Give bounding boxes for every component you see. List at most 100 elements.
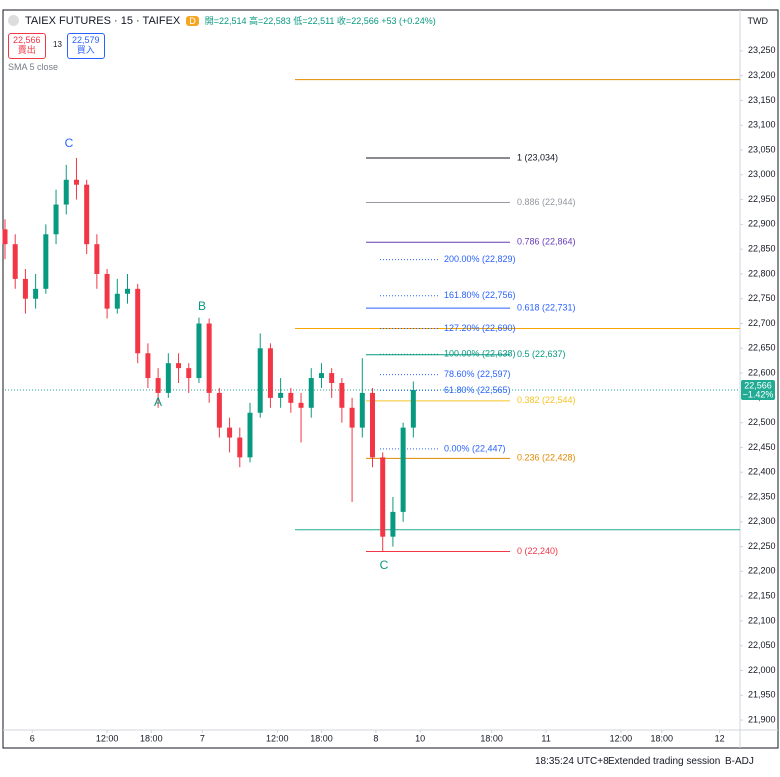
x-tick-label: 18:00: [650, 733, 673, 743]
y-tick-label: 22,400: [748, 467, 776, 477]
fib-retracement-label: 0.236 (22,428): [517, 453, 576, 463]
candle-body: [84, 184, 90, 245]
candle-body: [298, 402, 304, 408]
fib-extension-label: 200.00% (22,829): [444, 254, 516, 264]
candle-body: [63, 179, 69, 205]
fib-retracement-label: 0 (22,240): [517, 546, 558, 556]
candle-body: [390, 511, 396, 537]
y-tick-label: 22,650: [748, 343, 776, 353]
candle-body: [165, 363, 171, 393]
candle-body: [73, 179, 79, 185]
price-tag-value: 22,566: [744, 380, 772, 390]
candle-body: [308, 378, 314, 408]
symbol[interactable]: TAIEX FUTURES · 15 · TAIFEX: [25, 14, 181, 27]
buy-button[interactable]: 22,579 買入: [67, 33, 105, 59]
x-tick-label: 10: [415, 733, 425, 743]
y-tick-label: 22,850: [748, 244, 776, 254]
x-tick-label: 8: [373, 733, 378, 743]
candle-body: [206, 323, 212, 393]
y-tick-label: 22,750: [748, 293, 776, 303]
ohlc: 開=22,514 高=22,583 低=22,511 收=22,566 +53 …: [204, 16, 436, 26]
indicator[interactable]: SMA 5 close: [8, 62, 59, 72]
y-tick-label: 23,050: [748, 144, 776, 154]
candle-body: [257, 348, 263, 413]
y-tick-label: 21,950: [748, 690, 776, 700]
symbol-header: TAIEX FUTURES · 15 · TAIFEX D 開=22,514 高…: [8, 14, 436, 27]
y-tick-label: 22,500: [748, 417, 776, 427]
price-tag-change: −1.42%: [743, 389, 774, 399]
y-tick-label: 22,700: [748, 318, 776, 328]
y-tick-label: 22,150: [748, 591, 776, 601]
candle-body: [94, 244, 100, 274]
y-tick-label: 22,900: [748, 219, 776, 229]
session[interactable]: Extended trading session: [608, 756, 721, 767]
candle-body: [318, 373, 324, 379]
spread: 13: [53, 40, 62, 49]
candle-body: [125, 288, 130, 294]
x-tick-label: 7: [200, 733, 205, 743]
x-tick-label: 18:00: [140, 733, 163, 743]
y-tick-label: 22,600: [748, 367, 776, 377]
candle-body: [278, 392, 284, 398]
fib-extension-label: 161.80% (22,756): [444, 290, 516, 300]
price-tag: [741, 379, 775, 400]
candle-body: [33, 288, 39, 299]
y-tick-label: 22,100: [748, 615, 776, 625]
y-tick-label: 23,200: [748, 70, 776, 80]
y-tick-label: 23,000: [748, 169, 776, 179]
candle-body: [247, 412, 253, 458]
y-tick-label: 22,250: [748, 541, 776, 551]
fib-retracement-label: 0.5 (22,637): [517, 349, 566, 359]
candle-body: [410, 389, 416, 428]
wave-label: B: [198, 299, 206, 313]
frame: [2, 9, 779, 749]
candle-body: [135, 288, 141, 354]
x-tick-label: 12: [715, 733, 725, 743]
clock: 18:35:24 UTC+8: [535, 756, 609, 767]
buy-price: 22,579: [72, 35, 100, 45]
candle-body: [349, 407, 355, 428]
symbol-icon: [8, 15, 19, 26]
x-tick-label: 18:00: [310, 733, 333, 743]
y-tick-label: 22,300: [748, 516, 776, 526]
x-tick-label: 12:00: [96, 733, 119, 743]
candle-body: [104, 273, 110, 309]
y-tick-label: 23,250: [748, 45, 776, 55]
y-tick-label: 22,050: [748, 640, 776, 650]
candle-body: [370, 392, 375, 458]
x-tick-label: 18:00: [480, 733, 503, 743]
candle-body: [380, 457, 386, 537]
y-tick-label: 22,200: [748, 566, 776, 576]
candle-body: [186, 368, 192, 379]
fib-extension-label: 78.60% (22,597): [444, 369, 511, 379]
fib-extension-label: 0.00% (22,447): [444, 443, 506, 453]
y-tick-label: 22,000: [748, 665, 776, 675]
candle-body: [227, 427, 233, 438]
candle-body: [12, 244, 18, 279]
sell-price: 22,566: [13, 35, 41, 45]
candle-body: [114, 293, 120, 309]
fib-retracement-label: 0.886 (22,944): [517, 197, 576, 207]
candle-body: [400, 427, 406, 512]
fib-extension-label: 100.00% (22,638): [444, 349, 516, 359]
fib-retracement-label: 1 (23,034): [517, 152, 558, 162]
candle-body: [288, 392, 294, 403]
y-tick-label: 22,450: [748, 442, 776, 452]
candle-body: [196, 323, 202, 379]
fib-extension-label: 127.20% (22,690): [444, 323, 516, 333]
candle-body: [145, 353, 151, 379]
sell-label: 賣出: [17, 45, 36, 55]
y-tick-label: 22,950: [748, 194, 776, 204]
currency[interactable]: TWD: [747, 16, 769, 26]
candle-body: [329, 373, 335, 383]
candle-body: [359, 392, 365, 428]
candle-body: [237, 437, 243, 458]
candle-body: [216, 392, 222, 428]
fib-retracement-label: 0.382 (22,544): [517, 395, 576, 405]
y-tick-label: 22,800: [748, 268, 776, 278]
candle-body: [176, 363, 182, 369]
adjustment[interactable]: B-ADJ: [725, 756, 754, 767]
fib-retracement-label: 0.618 (22,731): [517, 303, 576, 313]
sell-button[interactable]: 22,566 賣出: [8, 33, 46, 59]
badge: D: [186, 15, 199, 26]
